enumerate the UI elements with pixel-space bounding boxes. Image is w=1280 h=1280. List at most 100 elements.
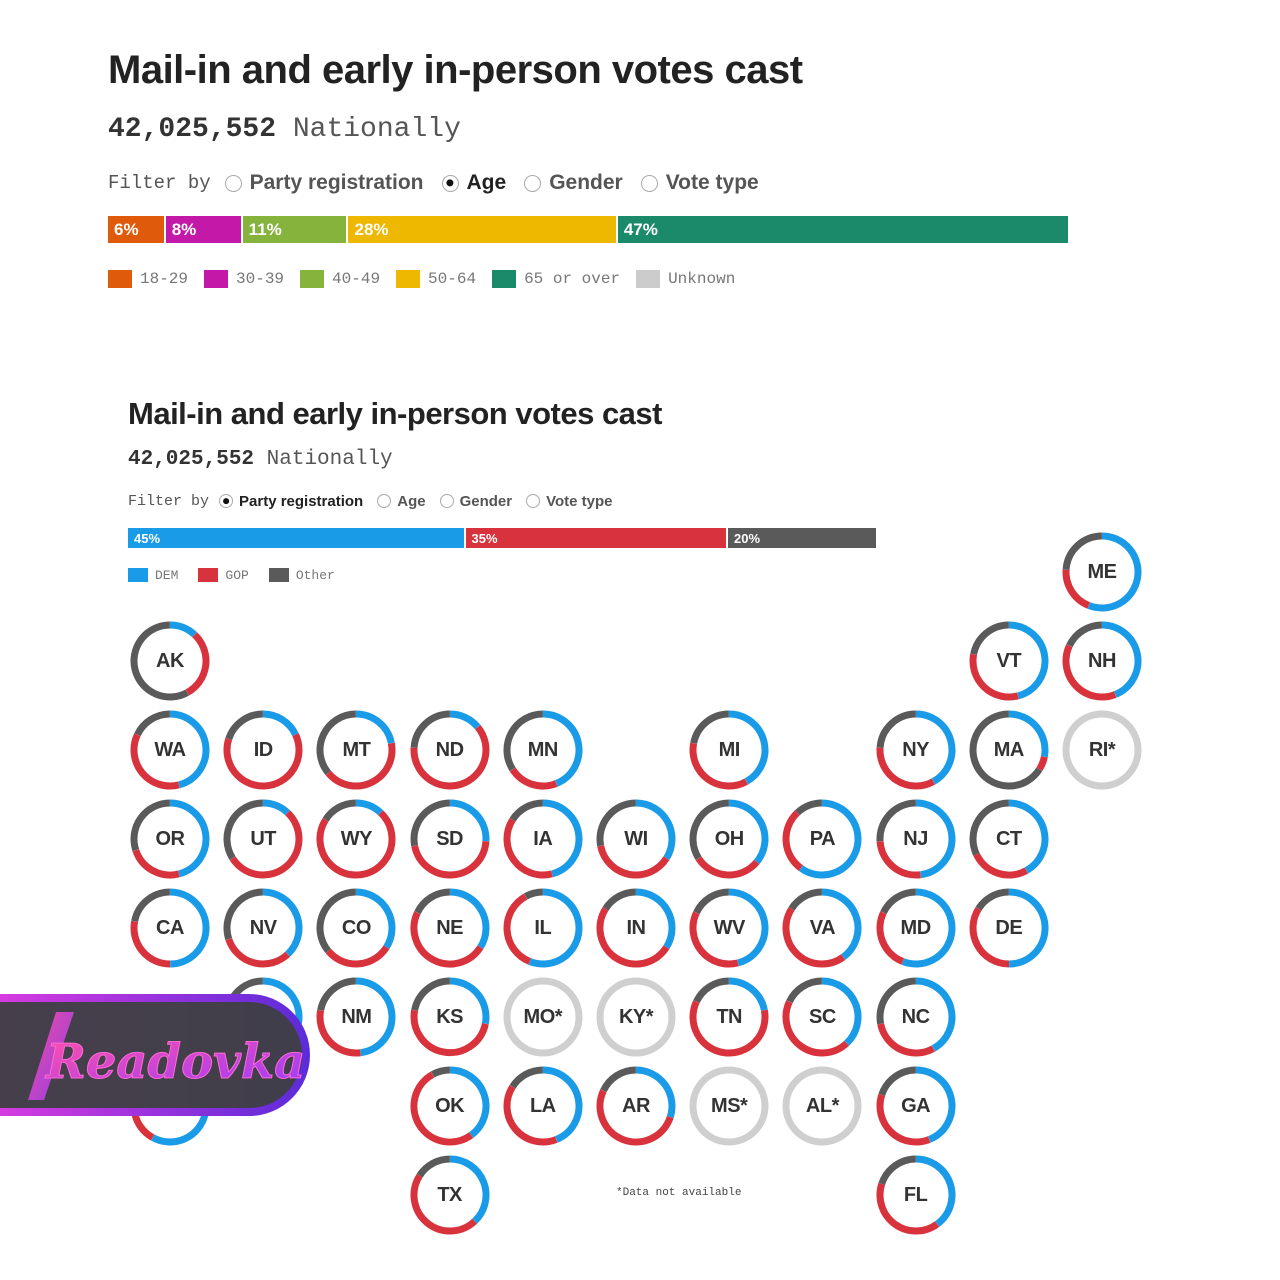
donut-slice-dem bbox=[356, 799, 384, 816]
donut-slice-gop bbox=[410, 1173, 477, 1235]
state-tile-nd[interactable]: ND bbox=[409, 709, 491, 791]
state-code-label: IA bbox=[533, 827, 553, 850]
state-tile-il[interactable]: IL bbox=[502, 887, 584, 969]
donut-slice-other bbox=[509, 799, 543, 822]
state-tile-in[interactable]: IN bbox=[595, 887, 677, 969]
state-tile-ga[interactable]: GA bbox=[875, 1065, 957, 1147]
legend-item: 50-64 bbox=[396, 270, 476, 288]
state-tile-id[interactable]: ID bbox=[222, 709, 304, 791]
panel2-radio-button[interactable] bbox=[439, 494, 454, 508]
state-tile-mo[interactable]: MO* bbox=[502, 976, 584, 1058]
donut-slice-dem bbox=[263, 710, 299, 737]
state-tile-me[interactable]: ME bbox=[1061, 531, 1143, 613]
state-tile-sc[interactable]: SC bbox=[781, 976, 863, 1058]
state-tile-ny[interactable]: NY bbox=[875, 709, 957, 791]
state-tile-md[interactable]: MD bbox=[875, 887, 957, 969]
state-tile-ma[interactable]: MA bbox=[968, 709, 1050, 791]
donut-slice-dem bbox=[449, 888, 490, 950]
state-tile-de[interactable]: DE bbox=[968, 887, 1050, 969]
legend-item: DEM bbox=[128, 568, 178, 583]
state-tile-nh[interactable]: NH bbox=[1061, 620, 1143, 702]
donut-slice-dem bbox=[263, 888, 303, 957]
panel2-filter-option[interactable]: Age bbox=[377, 493, 426, 510]
panel2-filter-option[interactable]: Vote type bbox=[526, 493, 613, 510]
donut-slice-dem bbox=[729, 799, 769, 865]
donut-slice-dem bbox=[1008, 710, 1049, 758]
state-tile-ca[interactable]: CA bbox=[129, 887, 211, 969]
legend-swatch bbox=[128, 568, 148, 582]
state-tile-nv[interactable]: NV bbox=[222, 887, 304, 969]
state-tile-wa[interactable]: WA bbox=[129, 709, 211, 791]
donut-slice-dem bbox=[449, 799, 490, 842]
donut-slice-gop bbox=[969, 906, 1009, 968]
panel2-filter-option-label: Party registration bbox=[239, 492, 364, 510]
state-tile-al[interactable]: AL* bbox=[781, 1065, 863, 1147]
panel1-filter-option[interactable]: Age bbox=[441, 171, 506, 195]
panel1-filter-option[interactable]: Vote type bbox=[640, 171, 759, 195]
donut-slice-other bbox=[786, 977, 823, 1004]
panel2-radio-button[interactable] bbox=[219, 494, 234, 508]
state-tile-wv[interactable]: WV bbox=[688, 887, 770, 969]
state-tile-nm[interactable]: NM bbox=[315, 976, 397, 1058]
state-tile-tn[interactable]: TN bbox=[688, 976, 770, 1058]
state-tile-la[interactable]: LA bbox=[502, 1065, 584, 1147]
state-tile-ri[interactable]: RI* bbox=[1061, 709, 1143, 791]
state-tile-nj[interactable]: NJ bbox=[875, 798, 957, 880]
state-tile-pa[interactable]: PA bbox=[781, 798, 863, 880]
state-tile-sd[interactable]: SD bbox=[409, 798, 491, 880]
state-tile-mi[interactable]: MI bbox=[688, 709, 770, 791]
state-tile-wy[interactable]: WY bbox=[315, 798, 397, 880]
panel2-radio-button[interactable] bbox=[526, 494, 541, 508]
panel1-filter-option[interactable]: Gender bbox=[524, 171, 623, 195]
state-tile-ar[interactable]: AR bbox=[595, 1065, 677, 1147]
panel2-filter-option[interactable]: Party registration bbox=[219, 493, 363, 510]
donut-slice-dem bbox=[1008, 799, 1049, 874]
bar-segment-label: 6% bbox=[114, 219, 139, 239]
legend-label: 18-29 bbox=[140, 270, 189, 288]
donut-slice-gop bbox=[326, 945, 390, 968]
state-tile-ms[interactable]: MS* bbox=[688, 1065, 770, 1147]
state-tile-mt[interactable]: MT bbox=[315, 709, 397, 791]
panel1-radio-button[interactable] bbox=[441, 174, 459, 192]
state-tile-mn[interactable]: MN bbox=[502, 709, 584, 791]
state-tile-ut[interactable]: UT bbox=[222, 798, 304, 880]
state-tile-va[interactable]: VA bbox=[781, 887, 863, 969]
state-tile-tx[interactable]: TX bbox=[409, 1154, 491, 1236]
state-tile-ak[interactable]: AK bbox=[129, 620, 211, 702]
donut-slice-dem bbox=[915, 1155, 956, 1227]
legend-label: GOP bbox=[225, 567, 249, 583]
state-tile-ky[interactable]: KY* bbox=[595, 976, 677, 1058]
donut-slice-dem bbox=[169, 710, 210, 789]
state-code-label: CO bbox=[341, 916, 372, 939]
panel1-radio-button[interactable] bbox=[640, 174, 658, 192]
donut-slice-other bbox=[693, 888, 730, 915]
panel1-radio-button[interactable] bbox=[224, 174, 242, 192]
donut-slice-gop bbox=[689, 742, 749, 790]
state-tile-ia[interactable]: IA bbox=[502, 798, 584, 880]
state-tile-wi[interactable]: WI bbox=[595, 798, 677, 880]
donut-slice-other bbox=[410, 710, 450, 749]
state-tile-ne[interactable]: NE bbox=[409, 887, 491, 969]
state-tile-nc[interactable]: NC bbox=[875, 976, 957, 1058]
state-tile-or[interactable]: OR bbox=[129, 798, 211, 880]
state-tile-fl[interactable]: FL bbox=[875, 1154, 957, 1236]
state-tile-vt[interactable]: VT bbox=[968, 620, 1050, 702]
panel2-title: Mail-in and early in-person votes cast bbox=[128, 396, 663, 431]
donut-slice-gop bbox=[1062, 644, 1117, 701]
state-tile-ks[interactable]: KS bbox=[409, 976, 491, 1058]
state-tile-co[interactable]: CO bbox=[315, 887, 397, 969]
donut-slice-other bbox=[223, 888, 264, 941]
state-tile-ok[interactable]: OK bbox=[409, 1065, 491, 1147]
panel2-filter-option[interactable]: Gender bbox=[439, 493, 512, 510]
donut-slice-dem bbox=[449, 1155, 490, 1224]
donut-slice-other bbox=[410, 799, 450, 847]
state-donut bbox=[689, 977, 769, 1057]
panel1-filter-option[interactable]: Party registration bbox=[224, 171, 424, 195]
panel2-radio-button[interactable] bbox=[377, 494, 392, 508]
state-tile-ct[interactable]: CT bbox=[968, 798, 1050, 880]
panel1-radio-button[interactable] bbox=[524, 174, 542, 192]
donut-slice-dem bbox=[635, 1066, 676, 1119]
donut-ring-unavailable bbox=[782, 1066, 862, 1146]
state-tile-oh[interactable]: OH bbox=[688, 798, 770, 880]
bar-segment-18-29: 6% bbox=[108, 216, 166, 243]
